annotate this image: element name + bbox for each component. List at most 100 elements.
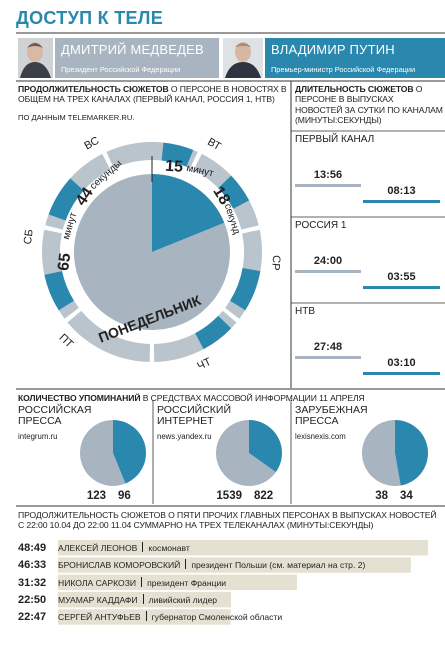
source-name: РОССИЙСКАЯ ПРЕССА: [18, 404, 92, 427]
day-label: ЧТ: [195, 356, 213, 373]
source-url: lexisnexis.com: [295, 432, 346, 441]
value-label: 1539: [216, 490, 242, 502]
time-label: 27:48: [313, 341, 343, 353]
row: 48:49 АЛЕКСЕЙ ЛЕОНОВ космонавт: [18, 540, 190, 556]
person-role: губернатор Смоленской области: [151, 612, 283, 623]
ring-highlight: [44, 271, 74, 311]
bar: [363, 372, 440, 375]
value-label: 123: [87, 490, 106, 502]
bar: [363, 286, 440, 289]
value-label: 15: [165, 158, 184, 176]
day-label: СР: [269, 255, 282, 271]
time-label: 03:10: [387, 357, 416, 369]
bar: [58, 574, 297, 591]
person-name: СЕРГЕЙ АНТУФЬЕВ: [58, 612, 141, 623]
source-name: РОССИЙСКИЙ ИНТЕРНЕТ: [157, 404, 231, 427]
source-name: ЗАРУБЕЖНАЯ ПРЕССА: [295, 404, 368, 427]
person-role: президент Польши (см. материал на стр. 2…: [191, 560, 366, 571]
heading-text: В СРЕДСТВАХ МАССОВОЙ ИНФОРМАЦИИ 11 АПРЕЛ…: [142, 393, 365, 403]
heading-text: О ПЕРСОНЕ В НОВОСТЯХ В ОБЩЕМ НА ТРЕХ КАН…: [18, 84, 287, 105]
person-name: МУАМАР КАДДАФИ: [58, 594, 138, 605]
person-name: БРОНИСЛАВ КОМОРОВСКИЙ: [58, 560, 181, 571]
bar: [295, 270, 361, 273]
photo: [18, 38, 53, 78]
time-label: 31:32: [18, 576, 47, 589]
row: 46:33 БРОНИСЛАВ КОМОРОВСКИЙ президент Поль…: [18, 557, 365, 573]
value-label: 65: [55, 252, 74, 272]
time-label: 48:49: [18, 542, 47, 554]
person-name: АЛЕКСЕЙ ЛЕОНОВ: [58, 543, 138, 553]
heading-bold: ПРОДОЛЖИТЕЛЬНОСТЬ СЮЖЕТОВ: [18, 84, 169, 94]
day-label: ВС: [82, 135, 101, 153]
value-label: 34: [400, 490, 413, 502]
day-label: ВТ: [205, 136, 223, 153]
heading-bold: КОЛИЧЕСТВО УПОМИНАНИЙ: [18, 393, 141, 403]
day-label: СБ: [22, 229, 36, 246]
person-name: НИКОЛА САРКОЗИ: [58, 577, 137, 588]
time-label: 46:33: [18, 559, 47, 572]
row: 22:50 МУАМАР КАДДАФИ ливийский лидер: [18, 592, 217, 608]
channel-name: НТВ: [295, 306, 315, 317]
separator: [141, 576, 143, 587]
section-heading: ДЛИТЕЛЬНОСТЬ СЮЖЕТОВ О ПЕРСОНЕ В ВЫПУСКА…: [295, 84, 443, 126]
separator: [185, 559, 187, 570]
pie-slice: [73, 174, 230, 330]
row: 31:32 НИКОЛА САРКОЗИ президент Франции: [18, 575, 226, 591]
channel-name: РОССИЯ 1: [295, 220, 347, 231]
person-name: ВЛАДИМИР ПУТИН: [271, 42, 395, 57]
ring-highlight: [195, 315, 232, 350]
person-panel: ДМИТРИЙ МЕДВЕДЕВ Президент Российской Фе…: [55, 38, 219, 78]
pie-slice: [216, 420, 276, 486]
ring-highlight: [48, 178, 84, 221]
value-label: 822: [254, 490, 273, 502]
bar: [58, 609, 231, 625]
pie-slice: [79, 420, 126, 486]
person-role: президент Франции: [147, 577, 227, 588]
time-label: 13:56: [313, 169, 343, 181]
time-label: 22:50: [18, 593, 47, 606]
person-role: ливийский лидер: [148, 594, 218, 605]
day-label: ПТ: [56, 332, 75, 351]
time-label: 03:55: [387, 271, 416, 283]
pie-slice: [395, 420, 428, 486]
time-label: 22:47: [18, 611, 47, 624]
source-url: news.yandex.ru: [157, 432, 212, 441]
bar: [295, 184, 361, 187]
heading-text: О ПЕРСОНЕ В ВЫПУСКАХ НОВОСТЕЙ ЗА СУТКИ П…: [295, 84, 443, 126]
person-role: Премьер-министр Российской Федерации: [271, 65, 416, 74]
ring-highlight: [230, 267, 261, 311]
heading-bold: ДЛИТЕЛЬНОСТЬ СЮЖЕТОВ: [295, 84, 414, 94]
time-label: 24:00: [313, 255, 343, 267]
person-name: ДМИТРИЙ МЕДВЕДЕВ: [61, 42, 204, 57]
channel-name: ПЕРВЫЙ КАНАЛ: [295, 134, 375, 145]
person-panel: ВЛАДИМИР ПУТИН Премьер-министр Российско…: [265, 38, 445, 78]
pie-slice: [113, 420, 146, 484]
ring-segment: [67, 310, 151, 362]
source-url: integrum.ru: [18, 432, 58, 441]
section-heading: ПРОДОЛЖИТЕЛЬНОСТЬ СЮЖЕТОВ О ПЕРСОНЕ В НО…: [18, 84, 288, 105]
separator: [142, 542, 144, 552]
person-role: космонавт: [148, 543, 190, 553]
pie-slice: [362, 420, 401, 486]
page-title: ДОСТУП К ТЕЛЕ: [16, 8, 164, 28]
time-label: 08:13: [387, 185, 416, 197]
section-heading: КОЛИЧЕСТВО УПОМИНАНИЙ В СРЕДСТВАХ МАССОВ…: [18, 393, 438, 403]
separator: [145, 611, 147, 622]
source: ПО ДАННЫМ TELEMARKER.RU.: [18, 113, 135, 122]
row: 22:47 СЕРГЕЙ АНТУФЬЕВ губернатор Смоленско…: [18, 609, 282, 625]
section-heading: ПРОДОЛЖИТЕЛЬНОСТЬ СЮЖЕТОВ О ПЯТИ ПРОЧИХ …: [18, 510, 437, 531]
pie-slice: [152, 174, 225, 252]
value-label: 96: [118, 490, 131, 502]
pie-slice: [249, 420, 282, 473]
photo: [223, 38, 263, 78]
value-label: 38: [375, 490, 388, 502]
separator: [142, 593, 144, 604]
person-role: Президент Российской Федерации: [61, 65, 181, 74]
value-label: 18: [209, 184, 233, 208]
bar: [295, 356, 361, 359]
bar: [58, 557, 411, 573]
ring-highlight: [161, 142, 194, 167]
bar: [363, 200, 440, 203]
bar: [58, 591, 232, 608]
